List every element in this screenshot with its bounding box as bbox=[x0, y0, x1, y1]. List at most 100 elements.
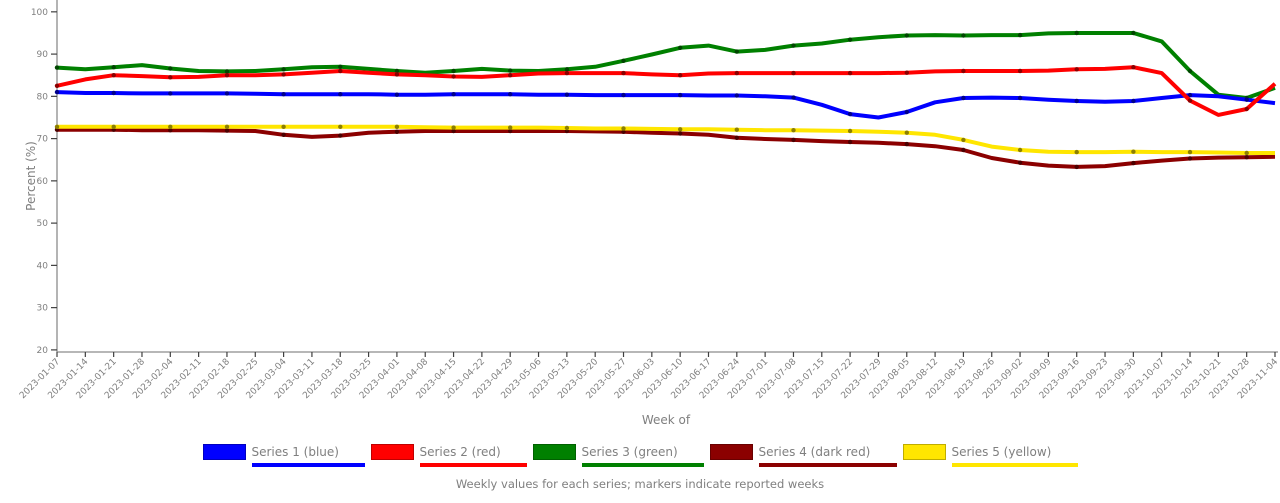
series-marker-green bbox=[338, 64, 343, 70]
legend: Series 1 (blue) Series 2 (red) Series 3 (g… bbox=[0, 444, 1280, 467]
legend-entry-green: Series 3 (green) bbox=[532, 444, 704, 467]
series-marker-green bbox=[1131, 30, 1136, 36]
series-marker-yellow bbox=[847, 128, 853, 134]
series-marker-dark-red bbox=[847, 139, 853, 145]
series-marker-blue bbox=[791, 95, 796, 100]
series-marker-red bbox=[621, 70, 626, 76]
series-marker-green bbox=[224, 69, 230, 74]
series-marker-blue bbox=[734, 93, 739, 98]
series-marker-yellow bbox=[338, 124, 343, 129]
series-marker-blue bbox=[904, 109, 909, 115]
series-marker-yellow bbox=[621, 126, 626, 131]
series-marker-blue bbox=[678, 92, 683, 98]
legend-swatch-blue bbox=[202, 444, 246, 460]
series-marker-yellow bbox=[904, 130, 909, 135]
series-marker-yellow bbox=[678, 127, 683, 132]
series-marker-yellow bbox=[1187, 149, 1193, 155]
series-marker-dark-red bbox=[678, 131, 683, 136]
series-marker-green bbox=[111, 65, 116, 70]
series-marker-dark-red bbox=[904, 141, 909, 147]
series-marker-green bbox=[904, 33, 909, 38]
series-marker-red bbox=[1244, 106, 1249, 112]
series-marker-red bbox=[394, 72, 400, 77]
series-marker-blue bbox=[564, 92, 570, 97]
legend-label: Series 2 (red) bbox=[419, 445, 501, 459]
legend-swatch-yellow bbox=[902, 444, 946, 460]
series-marker-green bbox=[678, 45, 683, 50]
series-line-yellow bbox=[57, 124, 1275, 155]
legend-label: Series 5 (yellow) bbox=[951, 445, 1052, 459]
legend-swatch-red bbox=[370, 444, 414, 460]
series-marker-dark-red bbox=[1131, 160, 1136, 166]
y-tick-label: 80 bbox=[37, 92, 49, 102]
series-marker-yellow bbox=[54, 124, 60, 129]
series-marker-blue bbox=[451, 92, 456, 97]
series-marker-yellow bbox=[224, 124, 230, 129]
series-marker-dark-red bbox=[508, 128, 513, 134]
series-marker-green bbox=[394, 68, 400, 74]
legend-line-sample-blue bbox=[251, 463, 365, 467]
series-marker-red bbox=[508, 73, 513, 78]
legend-entry-red: Series 2 (red) bbox=[370, 444, 527, 467]
series-marker-red bbox=[904, 70, 909, 75]
legend-label: Series 4 (dark red) bbox=[758, 445, 871, 459]
series-marker-dark-red bbox=[338, 133, 343, 138]
y-tick-label: 50 bbox=[37, 219, 49, 229]
series-marker-red bbox=[1017, 68, 1023, 74]
legend-label: Series 3 (green) bbox=[581, 445, 678, 459]
series-marker-blue bbox=[1074, 98, 1079, 104]
series-marker-red bbox=[168, 75, 173, 80]
series-marker-dark-red bbox=[281, 132, 286, 137]
series-marker-blue bbox=[111, 90, 116, 96]
series-marker-yellow bbox=[394, 124, 400, 129]
series-marker-red bbox=[1074, 67, 1079, 72]
series-marker-red bbox=[791, 70, 796, 76]
legend-line-sample-yellow bbox=[951, 463, 1078, 467]
series-marker-dark-red bbox=[961, 147, 966, 153]
series-marker-yellow bbox=[1131, 149, 1136, 154]
series-marker-green bbox=[961, 33, 966, 38]
series-marker-red bbox=[564, 70, 570, 76]
series-marker-green bbox=[734, 49, 739, 54]
series-marker-blue bbox=[281, 92, 286, 97]
y-tick-label: 90 bbox=[37, 50, 49, 60]
series-marker-dark-red bbox=[168, 128, 173, 133]
series-marker-red bbox=[734, 70, 739, 76]
series-marker-blue bbox=[621, 92, 626, 98]
legend-line-sample-red bbox=[419, 463, 527, 467]
series-marker-dark-red bbox=[451, 128, 456, 134]
series-marker-yellow bbox=[734, 127, 739, 132]
series-marker-blue bbox=[508, 92, 513, 97]
legend-line-sample-green bbox=[581, 463, 704, 467]
series-line-blue bbox=[56, 90, 1276, 120]
series-marker-red bbox=[961, 68, 966, 74]
y-tick-label: 30 bbox=[37, 304, 49, 314]
series-marker-dark-red bbox=[224, 128, 230, 133]
series-marker-red bbox=[1187, 98, 1193, 103]
series-marker-yellow bbox=[961, 137, 966, 143]
series-marker-blue bbox=[224, 91, 230, 96]
series-marker-blue bbox=[394, 92, 400, 97]
series-marker-blue bbox=[847, 111, 853, 117]
chart-caption: Weekly values for each series; markers i… bbox=[455, 477, 825, 491]
legend-entry-blue: Series 1 (blue) bbox=[202, 444, 365, 467]
y-tick-label: 20 bbox=[37, 346, 49, 356]
series-marker-green bbox=[54, 65, 60, 70]
series-marker-red bbox=[111, 73, 116, 78]
series-marker-red bbox=[338, 68, 343, 74]
series-marker-blue bbox=[338, 92, 343, 97]
legend-entry-dark-red: Series 4 (dark red) bbox=[709, 444, 897, 467]
y-axis-title: Percent (%) bbox=[24, 141, 38, 211]
series-marker-blue bbox=[1131, 98, 1136, 104]
series-marker-dark-red bbox=[791, 137, 796, 143]
series-marker-green bbox=[168, 66, 173, 71]
series-marker-green bbox=[281, 67, 286, 72]
x-axis-title: Week of bbox=[641, 413, 691, 427]
series-marker-red bbox=[224, 73, 230, 78]
series-marker-green bbox=[564, 67, 570, 72]
series-marker-yellow bbox=[168, 124, 173, 129]
series-marker-red bbox=[451, 74, 456, 79]
series-marker-red bbox=[54, 83, 60, 89]
